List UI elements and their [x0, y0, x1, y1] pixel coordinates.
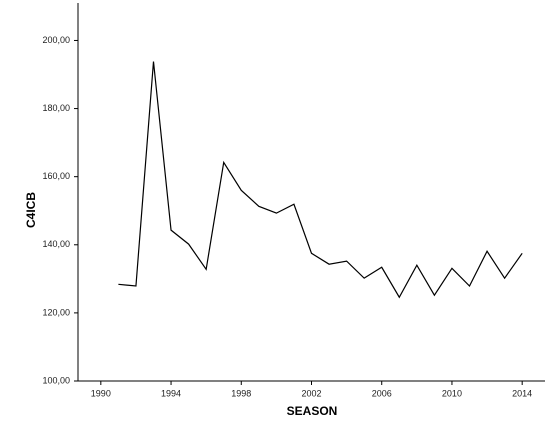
x-axis-title: SEASON	[287, 404, 338, 418]
x-tick-label: 2010	[442, 388, 462, 398]
line	[118, 61, 523, 299]
x-tick-label: 2006	[372, 388, 392, 398]
x-tick-label: 1990	[91, 388, 111, 398]
x-tick-label: 2014	[512, 388, 532, 398]
x-tick-label: 1998	[231, 388, 251, 398]
y-tick-label: 120,00	[42, 307, 70, 317]
y-tick-label: 200,00	[42, 35, 70, 45]
y-axis-title: C4ICB	[24, 192, 38, 228]
y-tick-label: 160,00	[42, 171, 70, 181]
x-tick-label: 1994	[161, 388, 181, 398]
y-tick-label: 180,00	[42, 103, 70, 113]
x-tick-label: 2002	[301, 388, 321, 398]
y-tick-label: 140,00	[42, 239, 70, 249]
y-tick-label: 100,00	[42, 375, 70, 385]
